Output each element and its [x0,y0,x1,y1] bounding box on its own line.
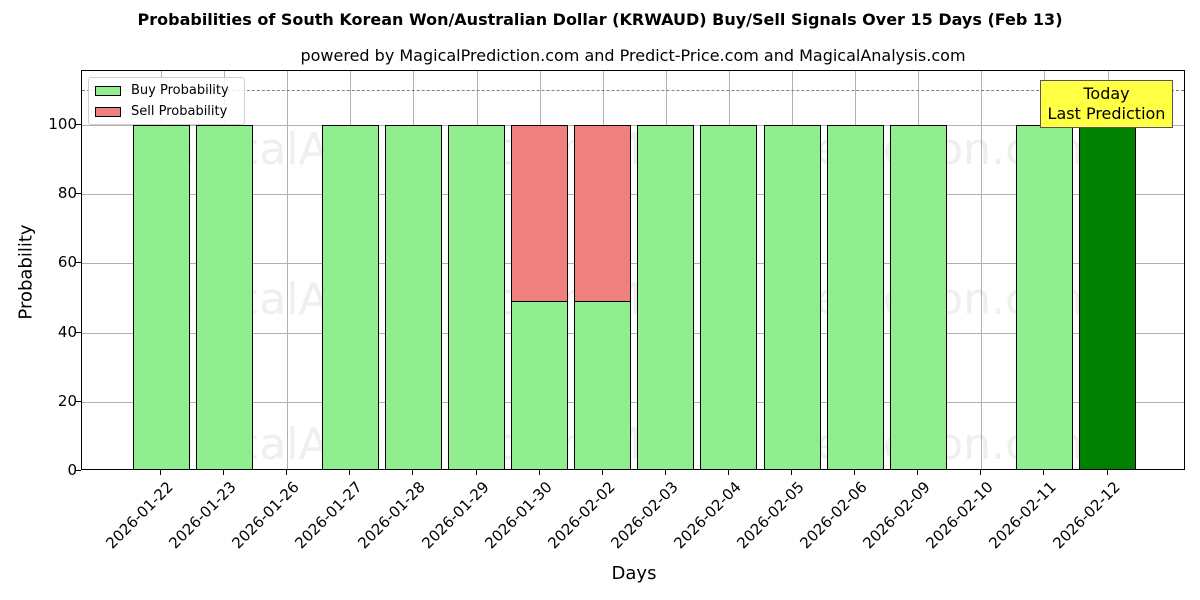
x-tick-label: 2026-02-04 [670,478,745,553]
annotation-line: Today [1083,84,1130,103]
gridline-v [981,71,983,469]
y-tick-mark [76,400,81,402]
legend-label: Buy Probability [131,83,229,98]
buy-bar [763,124,821,469]
x-tick-mark [664,470,666,475]
x-tick-mark [349,470,351,475]
x-tick-label: 2026-02-09 [859,478,934,553]
x-tick-mark [791,470,792,475]
gridline-h [82,194,1184,196]
buy-bar [1079,124,1136,469]
x-tick-mark [160,470,161,475]
buy-swatch-icon [95,85,121,96]
buy-bar [826,124,884,469]
plot-area: MagicalAnalysis.com MagicalPrediction.co… [81,70,1185,470]
gridline-h [82,401,1184,403]
gridline-v [287,71,289,469]
y-tick-mark [76,193,81,195]
x-tick-label: 2026-01-27 [291,478,367,553]
x-tick-label: 2026-01-22 [102,478,177,553]
y-tick-mark [76,262,81,264]
x-tick-mark [980,470,982,475]
y-tick-label: 40 [57,322,77,341]
gridline-h [82,332,1184,334]
x-tick-label: 2026-02-10 [922,478,998,553]
legend-item-sell: Sell Probability [95,104,227,119]
x-tick-mark [601,470,603,475]
buy-bar [1015,124,1073,469]
x-tick-mark [475,470,477,475]
legend-item-buy: Buy Probability [95,83,229,98]
reference-line [82,90,1184,92]
legend-label: Sell Probability [131,104,228,119]
today-annotation: Today Last Prediction [1040,80,1173,128]
y-tick-mark [76,470,81,471]
x-tick-mark [1106,470,1108,475]
x-tick-mark [223,470,225,475]
y-tick-label: 80 [57,184,77,203]
y-tick-mark [76,123,81,125]
y-tick-label: 20 [57,391,77,410]
buy-bar [889,124,947,469]
gridline-h [82,124,1184,126]
x-tick-mark [854,470,856,475]
buy-bar [195,124,253,469]
chart-title: Probabilities of South Korean Won/Austra… [137,10,1063,29]
sell-bar [574,124,632,303]
y-axis-label: Probability [15,224,37,320]
x-tick-mark [727,470,729,475]
legend: Buy Probability Sell Probability [88,77,245,125]
y-tick-label: 60 [57,253,77,272]
buy-bar [321,124,379,469]
buy-bar [448,124,505,469]
x-tick-mark [538,470,540,475]
x-tick-label: 2026-01-26 [228,478,303,553]
x-tick-label: 2026-02-06 [796,478,871,553]
x-tick-label: 2026-02-05 [733,478,808,553]
x-tick-label: 2026-01-29 [417,478,493,553]
chart-subtitle: powered by MagicalPrediction.com and Pre… [300,46,966,65]
x-tick-mark [286,470,288,475]
x-tick-label: 2026-02-11 [985,478,1061,553]
x-axis-label: Days [611,563,657,584]
x-tick-mark [917,470,919,475]
sell-swatch-icon [95,106,121,117]
x-tick-mark [1043,470,1045,475]
y-tick-label: 0 [67,461,77,479]
y-tick-label: 100 [48,114,77,133]
y-tick-mark [76,331,81,333]
x-tick-label: 2026-02-12 [1048,478,1124,553]
x-tick-mark [412,470,414,475]
x-tick-label: 2026-01-23 [165,478,240,553]
buy-bar [132,124,190,469]
buy-bar [700,124,758,469]
buy-bar [637,124,695,469]
sell-bar [511,124,569,303]
x-tick-label: 2026-02-03 [607,478,682,553]
buy-bar [384,124,442,469]
buy-bar [574,301,632,469]
x-tick-label: 2026-01-28 [354,478,430,553]
annotation-line: Last Prediction [1047,104,1166,123]
buy-bar [511,301,569,469]
gridline-h [82,263,1184,265]
x-tick-label: 2026-02-02 [544,478,619,553]
